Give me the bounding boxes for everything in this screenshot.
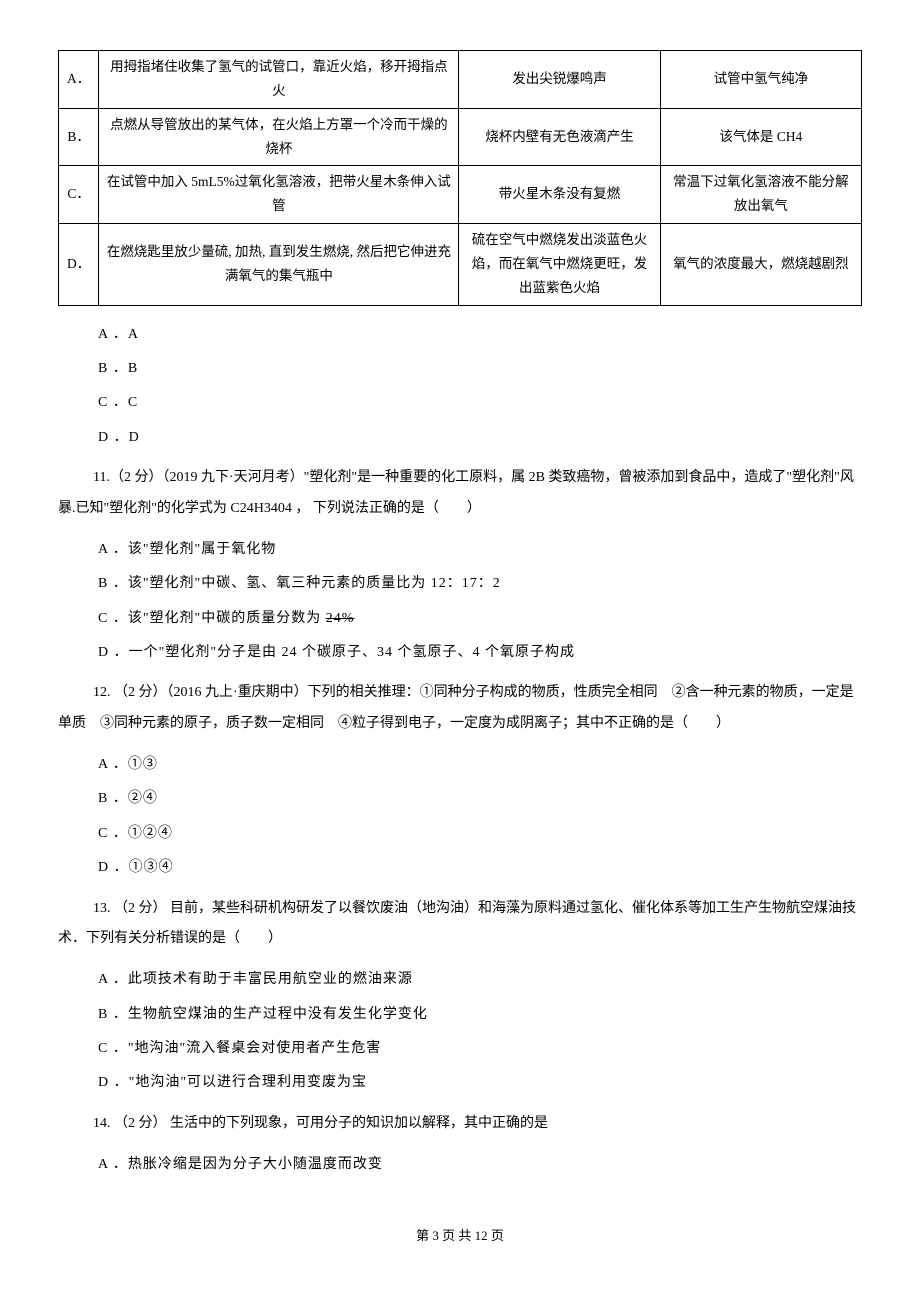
- q11-c-strike: 24%: [326, 611, 355, 626]
- question-12-stem: 12. （2 分）（2016 九上·重庆期中）下列的相关推理：①同种分子构成的物…: [58, 678, 862, 740]
- q13-option-d: D ．"地沟油"可以进行合理利用变废为宝: [98, 1072, 862, 1094]
- q14-text: 14. （2 分） 生活中的下列现象，可用分子的知识加以解释，其中正确的是: [93, 1116, 548, 1131]
- row-operation: 点燃从导管放出的某气体，在火焰上方罩一个冷而干燥的烧杯: [99, 108, 459, 166]
- row-operation: 在燃烧匙里放少量硫, 加热, 直到发生燃烧, 然后把它伸进充满氧气的集气瓶中: [99, 223, 459, 305]
- row-phenomenon: 硫在空气中燃烧发出淡蓝色火焰，而在氧气中燃烧更旺，发出蓝紫色火焰: [459, 223, 660, 305]
- option-d: D ．D: [98, 427, 862, 449]
- row-phenomenon: 发出尖锐爆鸣声: [459, 51, 660, 109]
- row-label: D．: [59, 223, 99, 305]
- row-label: B．: [59, 108, 99, 166]
- table-row: C． 在试管中加入 5mL5%过氧化氢溶液，把带火星木条伸入试管 带火星木条没有…: [59, 166, 862, 224]
- question-14-stem: 14. （2 分） 生活中的下列现象，可用分子的知识加以解释，其中正确的是: [58, 1109, 862, 1140]
- option-c: C ．C: [98, 392, 862, 414]
- row-conclusion: 常温下过氧化氢溶液不能分解放出氧气: [660, 166, 861, 224]
- option-a: A ．A: [98, 324, 862, 346]
- row-label: C．: [59, 166, 99, 224]
- q13-option-a: A ．此项技术有助于丰富民用航空业的燃油来源: [98, 969, 862, 991]
- q13-option-c: C ．"地沟油"流入餐桌会对使用者产生危害: [98, 1038, 862, 1060]
- q13-text: 13. （2 分） 目前，某些科研机构研发了以餐饮废油（地沟油）和海藻为原料通过…: [58, 901, 856, 947]
- q12-option-d: D ．①③④: [98, 857, 862, 879]
- row-phenomenon: 烧杯内壁有无色液滴产生: [459, 108, 660, 166]
- q12-text: 12. （2 分）（2016 九上·重庆期中）下列的相关推理：①同种分子构成的物…: [58, 685, 854, 731]
- q12-option-c: C ．①②④: [98, 823, 862, 845]
- q12-option-b: B ．②④: [98, 788, 862, 810]
- q14-option-a: A ．热胀冷缩是因为分子大小随温度而改变: [98, 1154, 862, 1176]
- table-row: A． 用拇指堵住收集了氢气的试管口，靠近火焰，移开拇指点火 发出尖锐爆鸣声 试管…: [59, 51, 862, 109]
- experiment-table: A． 用拇指堵住收集了氢气的试管口，靠近火焰，移开拇指点火 发出尖锐爆鸣声 试管…: [58, 50, 862, 306]
- option-b: B ．B: [98, 358, 862, 380]
- q11-text: 11.（2 分）（2019 九下·天河月考）"塑化剂"是一种重要的化工原料，属 …: [58, 470, 854, 516]
- row-conclusion: 试管中氢气纯净: [660, 51, 861, 109]
- row-conclusion: 氧气的浓度最大，燃烧越剧烈: [660, 223, 861, 305]
- q11-option-b: B ．该"塑化剂"中碳、氢、氧三种元素的质量比为 12：17：2: [98, 573, 862, 595]
- row-operation: 用拇指堵住收集了氢气的试管口，靠近火焰，移开拇指点火: [99, 51, 459, 109]
- row-label: A．: [59, 51, 99, 109]
- row-phenomenon: 带火星木条没有复燃: [459, 166, 660, 224]
- q11-option-c: C ．该"塑化剂"中碳的质量分数为 24%: [98, 608, 862, 630]
- q11-c-prefix: C ．该"塑化剂"中碳的质量分数为: [98, 611, 326, 626]
- table-row: B． 点燃从导管放出的某气体，在火焰上方罩一个冷而干燥的烧杯 烧杯内壁有无色液滴…: [59, 108, 862, 166]
- page-footer: 第 3 页 共 12 页: [58, 1226, 862, 1247]
- q11-option-d: D ．一个"塑化剂"分子是由 24 个碳原子、34 个氢原子、4 个氧原子构成: [98, 642, 862, 664]
- question-11-stem: 11.（2 分）（2019 九下·天河月考）"塑化剂"是一种重要的化工原料，属 …: [58, 463, 862, 525]
- q13-option-b: B ．生物航空煤油的生产过程中没有发生化学变化: [98, 1004, 862, 1026]
- table-row: D． 在燃烧匙里放少量硫, 加热, 直到发生燃烧, 然后把它伸进充满氧气的集气瓶…: [59, 223, 862, 305]
- q12-option-a: A ．①③: [98, 754, 862, 776]
- q11-option-a: A ．该"塑化剂"属于氧化物: [98, 539, 862, 561]
- row-operation: 在试管中加入 5mL5%过氧化氢溶液，把带火星木条伸入试管: [99, 166, 459, 224]
- row-conclusion: 该气体是 CH4: [660, 108, 861, 166]
- question-13-stem: 13. （2 分） 目前，某些科研机构研发了以餐饮废油（地沟油）和海藻为原料通过…: [58, 894, 862, 956]
